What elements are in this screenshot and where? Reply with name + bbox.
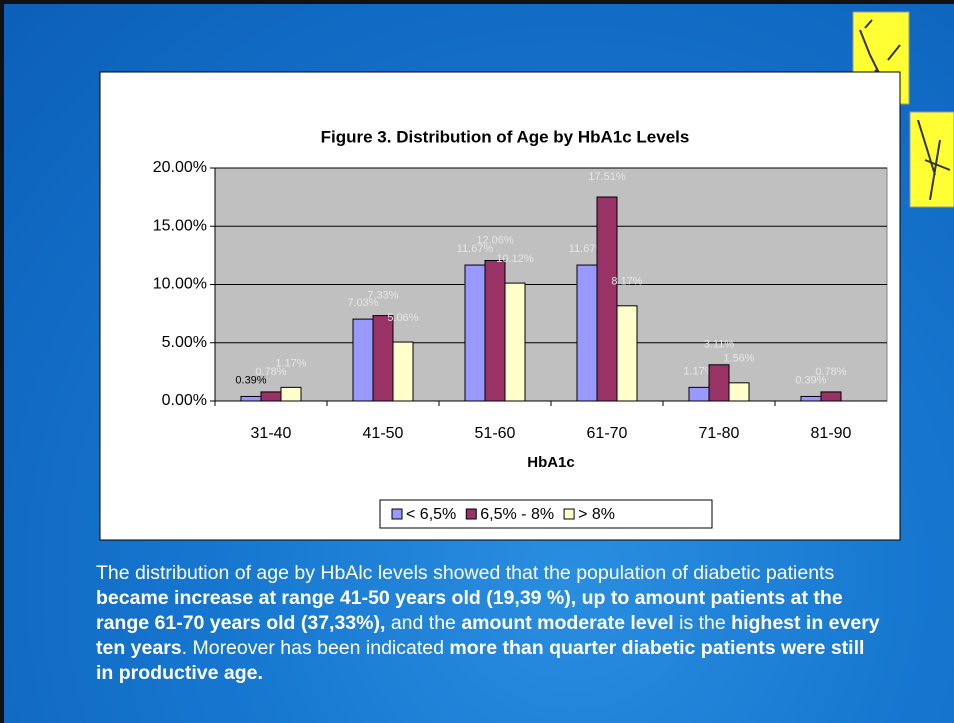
legend-swatch — [564, 509, 574, 519]
legend-label: 6,5% - 8% — [480, 506, 554, 523]
paragraph: The distribution of age by HbAlc levels … — [96, 561, 886, 686]
y-tick-label: 0.00% — [162, 392, 207, 409]
legend-swatch — [466, 509, 476, 519]
paragraph-text: The distribution of age by HbAlc levels … — [96, 562, 834, 584]
paragraph-text: is the — [674, 612, 731, 634]
bar — [801, 396, 821, 401]
bar — [485, 261, 505, 401]
y-tick-label: 15.00% — [153, 217, 207, 234]
value-label: 3.11% — [704, 339, 735, 351]
bar — [393, 342, 413, 401]
paragraph-text: amount moderate level — [461, 612, 673, 634]
value-label: 17.51% — [588, 171, 626, 183]
x-axis-title: HbA1c — [527, 454, 575, 471]
value-label: 10.12% — [496, 253, 534, 265]
slide: Figure 3. Distribution of Age by HbA1c L… — [0, 0, 954, 723]
bar — [241, 396, 261, 401]
bar — [597, 197, 617, 401]
legend-swatch — [392, 509, 402, 519]
bar — [617, 306, 637, 401]
x-tick-label: 71-80 — [699, 425, 740, 442]
y-tick-label: 10.00% — [153, 276, 207, 293]
legend-label: > 8% — [578, 506, 615, 523]
x-tick-label: 81-90 — [811, 425, 852, 442]
value-label: 8.17% — [611, 276, 642, 288]
bar — [373, 316, 393, 401]
y-tick-label: 20.00% — [153, 159, 207, 176]
bar — [261, 392, 281, 401]
bar — [577, 265, 597, 401]
value-label: 1.56% — [723, 353, 754, 365]
bar — [505, 283, 525, 401]
bar — [281, 387, 301, 401]
x-tick-label: 41-50 — [363, 425, 404, 442]
paragraph-text: and the — [385, 612, 461, 634]
value-label: 1.17% — [275, 357, 306, 369]
legend-label: < 6,5% — [406, 506, 456, 523]
bar — [689, 387, 709, 401]
bar — [709, 365, 729, 401]
bar — [821, 392, 841, 401]
value-label: 5.06% — [387, 312, 418, 324]
y-tick-label: 5.00% — [162, 334, 207, 351]
x-tick-label: 31-40 — [251, 425, 292, 442]
bar — [465, 265, 485, 401]
bar — [729, 383, 749, 401]
value-label: 12.06% — [476, 234, 514, 246]
value-label: 0.78% — [815, 366, 846, 378]
paragraph-text: . Moreover has been indicated — [182, 637, 450, 659]
bar — [353, 319, 373, 401]
chart-title: Figure 3. Distribution of Age by HbA1c L… — [321, 127, 690, 146]
x-tick-label: 51-60 — [475, 425, 516, 442]
value-label: 7.33% — [367, 290, 398, 302]
x-tick-label: 61-70 — [587, 425, 628, 442]
